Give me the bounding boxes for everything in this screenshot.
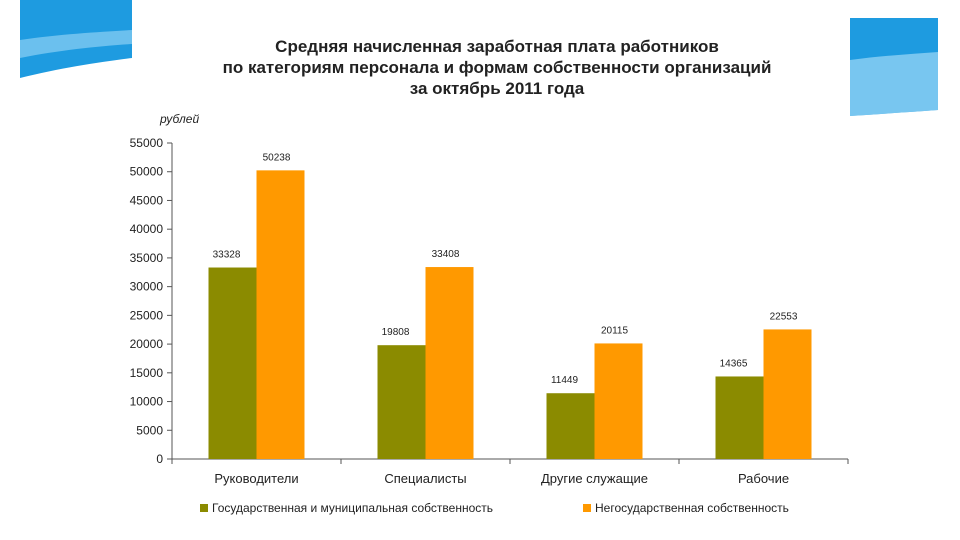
data-label: 11449	[551, 375, 579, 386]
y-tick-label: 10000	[130, 395, 164, 409]
y-tick-label: 0	[156, 452, 163, 466]
decor-top-left-wave	[20, 0, 132, 78]
y-axis: 0 5000 10000 15000 20000 25000 30000 35000 40000…	[130, 136, 173, 466]
bar	[256, 170, 305, 459]
y-tick-label: 35000	[130, 251, 164, 265]
bar	[715, 376, 764, 459]
data-label: 20115	[601, 325, 629, 336]
y-tick-label: 45000	[130, 193, 164, 207]
x-axis: Руководители Специалисты Другие служащие Ра…	[171, 458, 849, 486]
legend-label: Государственная и муниципальная собствен…	[212, 501, 493, 515]
legend: Государственная и муниципальная собствен…	[200, 501, 789, 515]
category-label: Специалисты	[384, 471, 466, 486]
category-label: Другие служащие	[541, 471, 648, 486]
bar	[208, 267, 257, 459]
y-tick-label: 20000	[130, 337, 164, 351]
y-tick-label: 55000	[130, 136, 164, 150]
bar	[594, 343, 643, 459]
legend-swatch	[200, 504, 208, 512]
category-label: Рабочие	[738, 471, 789, 486]
y-tick-label: 15000	[130, 366, 164, 380]
chart-title-line-3: за октябрь 2011 года	[410, 79, 585, 98]
chart-title: Средняя начисленная заработная плата раб…	[223, 37, 772, 98]
legend-label: Негосударственная собственность	[595, 501, 789, 515]
data-label: 33328	[213, 250, 241, 261]
bar	[377, 345, 426, 459]
data-label: 22553	[770, 311, 798, 322]
bar	[425, 267, 474, 459]
y-tick-label: 50000	[130, 165, 164, 179]
data-label: 19808	[382, 327, 410, 338]
decor-top-right-wave	[850, 18, 938, 116]
legend-swatch	[583, 504, 591, 512]
y-axis-unit-label: рублей	[159, 112, 199, 126]
data-labels: 33328 50238 19808 33408 11449 20115 14365 22553	[213, 152, 798, 386]
chart-title-line-2: по категориям персонала и формам собстве…	[223, 58, 772, 77]
data-label: 14365	[720, 358, 748, 369]
bar	[763, 329, 812, 459]
bars	[208, 170, 812, 459]
category-label: Руководители	[214, 471, 298, 486]
data-label: 50238	[263, 152, 291, 163]
data-label: 33408	[432, 249, 460, 260]
chart-title-line-1: Средняя начисленная заработная плата раб…	[275, 37, 719, 56]
y-tick-label: 5000	[136, 423, 163, 437]
y-tick-label: 40000	[130, 222, 164, 236]
y-tick-label: 30000	[130, 280, 164, 294]
y-tick-label: 25000	[130, 308, 164, 322]
bar	[546, 393, 595, 459]
